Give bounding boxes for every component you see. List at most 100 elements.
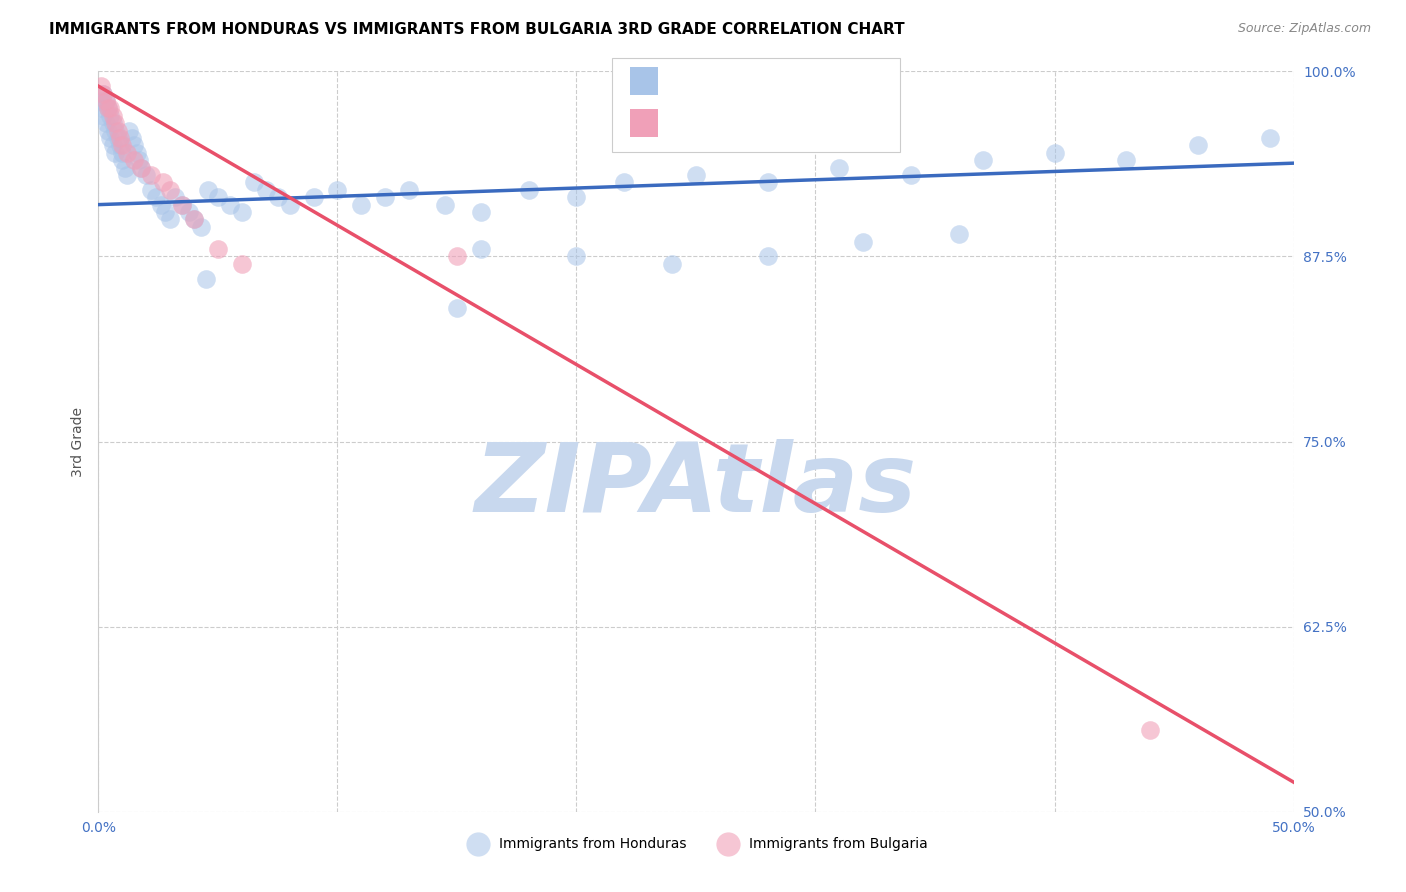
Immigrants from Honduras: [1115, 153, 1137, 168]
Text: N =: N =: [770, 73, 804, 88]
Immigrants from Honduras: [91, 87, 114, 101]
Immigrants from Honduras: [98, 131, 122, 145]
Immigrants from Honduras: [97, 102, 120, 116]
Immigrants from Honduras: [155, 205, 177, 219]
Immigrants from Bulgaria: [152, 175, 174, 189]
Immigrants from Honduras: [852, 235, 875, 249]
Y-axis label: 3rd Grade: 3rd Grade: [70, 407, 84, 476]
Immigrants from Honduras: [470, 205, 492, 219]
Immigrants from Bulgaria: [446, 249, 468, 264]
Text: 22: 22: [806, 116, 827, 131]
Immigrants from Honduras: [111, 153, 134, 168]
Immigrants from Honduras: [1187, 138, 1209, 153]
Immigrants from Honduras: [91, 109, 114, 123]
Immigrants from Honduras: [183, 212, 205, 227]
Immigrants from Bulgaria: [172, 197, 194, 211]
Immigrants from Honduras: [114, 161, 136, 175]
Immigrants from Bulgaria: [1139, 723, 1161, 738]
Immigrants from Honduras: [517, 183, 540, 197]
Immigrants from Honduras: [90, 102, 112, 116]
Immigrants from Honduras: [131, 161, 153, 175]
Immigrants from Honduras: [128, 153, 150, 168]
Immigrants from Honduras: [613, 175, 636, 189]
Immigrants from Honduras: [107, 131, 129, 145]
Immigrants from Honduras: [197, 183, 219, 197]
Immigrants from Honduras: [145, 190, 167, 204]
Immigrants from Bulgaria: [139, 168, 162, 182]
Text: R =: R =: [666, 116, 700, 131]
Immigrants from Bulgaria: [131, 161, 153, 175]
Immigrants from Honduras: [125, 145, 148, 160]
Text: -0.950: -0.950: [703, 116, 758, 131]
Immigrants from Honduras: [398, 183, 420, 197]
Immigrants from Honduras: [207, 190, 229, 204]
Immigrants from Honduras: [756, 249, 779, 264]
Immigrants from Bulgaria: [91, 87, 114, 101]
Immigrants from Honduras: [231, 205, 253, 219]
Immigrants from Bulgaria: [107, 123, 129, 137]
Immigrants from Honduras: [685, 168, 707, 182]
Immigrants from Honduras: [828, 161, 851, 175]
Immigrants from Honduras: [302, 190, 325, 204]
Immigrants from Bulgaria: [94, 94, 117, 108]
Immigrants from Bulgaria: [183, 212, 205, 227]
Immigrants from Honduras: [374, 190, 396, 204]
Immigrants from Honduras: [565, 190, 588, 204]
Immigrants from Bulgaria: [111, 138, 134, 153]
Immigrants from Honduras: [278, 197, 301, 211]
Text: 0.340: 0.340: [703, 73, 751, 88]
Immigrants from Honduras: [108, 138, 131, 153]
Text: IMMIGRANTS FROM HONDURAS VS IMMIGRANTS FROM BULGARIA 3RD GRADE CORRELATION CHART: IMMIGRANTS FROM HONDURAS VS IMMIGRANTS F…: [49, 22, 905, 37]
Immigrants from Honduras: [90, 94, 112, 108]
Immigrants from Honduras: [948, 227, 970, 242]
Immigrants from Honduras: [118, 123, 141, 137]
Immigrants from Honduras: [1258, 131, 1281, 145]
Immigrants from Honduras: [104, 123, 127, 137]
Immigrants from Honduras: [446, 301, 468, 316]
Immigrants from Honduras: [149, 197, 172, 211]
Immigrants from Honduras: [565, 249, 588, 264]
Immigrants from Honduras: [94, 94, 117, 108]
Immigrants from Bulgaria: [90, 79, 112, 94]
Immigrants from Honduras: [756, 175, 779, 189]
Immigrants from Bulgaria: [101, 109, 124, 123]
Immigrants from Honduras: [661, 257, 683, 271]
Immigrants from Honduras: [350, 197, 373, 211]
Immigrants from Bulgaria: [159, 183, 181, 197]
Immigrants from Honduras: [124, 138, 146, 153]
Immigrants from Honduras: [163, 190, 186, 204]
Immigrants from Honduras: [243, 175, 266, 189]
Immigrants from Honduras: [101, 138, 124, 153]
Immigrants from Bulgaria: [108, 131, 131, 145]
Text: N =: N =: [770, 116, 804, 131]
Immigrants from Bulgaria: [97, 102, 120, 116]
Legend: Immigrants from Honduras, Immigrants from Bulgaria: Immigrants from Honduras, Immigrants fro…: [458, 831, 934, 856]
Immigrants from Honduras: [190, 219, 212, 234]
Immigrants from Honduras: [972, 153, 994, 168]
Immigrants from Honduras: [104, 145, 127, 160]
Immigrants from Bulgaria: [207, 242, 229, 256]
Text: ZIPAtlas: ZIPAtlas: [475, 440, 917, 533]
Immigrants from Honduras: [1043, 145, 1066, 160]
Immigrants from Honduras: [121, 131, 143, 145]
Immigrants from Honduras: [135, 168, 157, 182]
Immigrants from Honduras: [219, 197, 242, 211]
Text: 72: 72: [806, 73, 827, 88]
Immigrants from Honduras: [101, 116, 124, 130]
Immigrants from Honduras: [111, 145, 134, 160]
Text: Source: ZipAtlas.com: Source: ZipAtlas.com: [1237, 22, 1371, 36]
Immigrants from Bulgaria: [124, 153, 146, 168]
Immigrants from Honduras: [267, 190, 290, 204]
Immigrants from Honduras: [470, 242, 492, 256]
Immigrants from Honduras: [94, 116, 117, 130]
Immigrants from Honduras: [326, 183, 349, 197]
Immigrants from Honduras: [195, 271, 218, 285]
Immigrants from Honduras: [97, 123, 120, 137]
Immigrants from Honduras: [172, 197, 194, 211]
Immigrants from Honduras: [139, 183, 162, 197]
Immigrants from Honduras: [900, 168, 922, 182]
Immigrants from Bulgaria: [231, 257, 253, 271]
Immigrants from Bulgaria: [115, 145, 138, 160]
Immigrants from Bulgaria: [98, 102, 122, 116]
Immigrants from Honduras: [98, 109, 122, 123]
